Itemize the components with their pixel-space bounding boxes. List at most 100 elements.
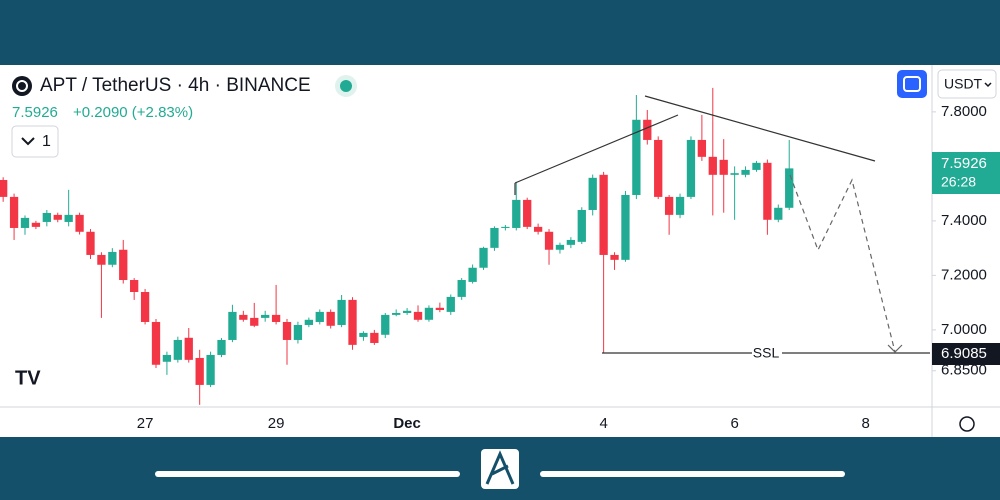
x-tick-label: 4 [599, 415, 607, 432]
candle-body [523, 199, 532, 227]
y-tick-label: 7.2000 [941, 266, 987, 283]
projection-arrow [887, 344, 903, 353]
symbol-title: APT / TetherUS · 4h · BINANCE [40, 75, 311, 96]
candle-body [621, 194, 630, 260]
candle-body [402, 310, 412, 313]
candle-body [686, 139, 696, 197]
candle-body [271, 314, 281, 322]
status-dot [340, 80, 352, 92]
candle-body [304, 319, 313, 325]
candle-body [97, 254, 106, 265]
candle-body [239, 314, 248, 320]
candle-body [697, 139, 707, 157]
tv-logo: TV [15, 367, 41, 389]
trend-line [644, 95, 876, 162]
candle-body [632, 119, 641, 195]
symbol-icon [16, 80, 28, 92]
x-tick-label: Dec [393, 415, 421, 432]
currency-select[interactable] [937, 69, 997, 99]
drawings [514, 95, 930, 354]
candle-body [752, 162, 761, 170]
candle-body [741, 169, 750, 175]
candle-body [140, 292, 150, 322]
ssl-price-box [932, 343, 1000, 365]
ssl-label: SSL [753, 345, 780, 361]
candle-body [184, 337, 193, 360]
candle-body [588, 177, 597, 210]
candle-body [381, 314, 390, 335]
candle-body [643, 119, 652, 140]
chart-panel [0, 65, 1000, 437]
candle-body [730, 173, 739, 175]
price-label-box [932, 152, 1000, 194]
candle-body [577, 209, 586, 242]
candle-body [785, 168, 794, 208]
candle-body [468, 267, 477, 282]
candle-body [86, 231, 95, 255]
ssl-price: 6.9085 [941, 345, 987, 362]
last-value: 7.5926 [12, 104, 58, 121]
candle-body [457, 280, 466, 297]
symbol-icon [12, 76, 32, 96]
plot [0, 87, 794, 405]
candle-body [119, 249, 128, 281]
candle-body [348, 299, 357, 345]
candle-body [370, 332, 379, 343]
candle-body [512, 199, 521, 228]
fullscreen-button[interactable] [897, 70, 927, 98]
candle-body [555, 244, 565, 250]
candle-body [31, 222, 41, 227]
candle-body [206, 354, 215, 385]
chevron [21, 137, 35, 146]
candle-body [250, 317, 259, 326]
candle-body [654, 139, 663, 197]
candle-body [359, 332, 368, 337]
candle-body [75, 214, 84, 232]
candle-body [162, 354, 172, 362]
candle-body [435, 307, 445, 310]
candle-body [42, 212, 51, 222]
candle-body [392, 312, 401, 315]
y-tick-label: 6.8500 [941, 362, 987, 379]
candle-body [217, 339, 226, 355]
brand-logo [485, 450, 515, 485]
trend-line [514, 114, 679, 184]
candle-body [544, 231, 554, 250]
candle-body [533, 226, 543, 232]
candle-body [195, 357, 204, 385]
y-tick-label: 7.4000 [941, 212, 987, 229]
candle-body [282, 321, 292, 340]
settings-icon[interactable] [959, 416, 975, 432]
candle-body [479, 247, 488, 268]
x-tick-label: 29 [268, 415, 285, 432]
candle-body [566, 239, 576, 245]
fullscreen-icon [903, 76, 921, 92]
candle-body [501, 226, 510, 228]
currency: USDT [944, 76, 983, 92]
candle-body [337, 299, 346, 325]
interval-toggle[interactable] [11, 125, 59, 158]
candle-body [774, 207, 783, 220]
candle-body [9, 196, 19, 228]
candle-body [424, 307, 434, 320]
candle-body [293, 324, 303, 340]
candle-body [610, 254, 619, 260]
candle-body [664, 196, 674, 215]
chevron [984, 82, 992, 88]
candle-body [64, 214, 73, 222]
price-label: 7.5926 [941, 155, 987, 172]
candle-body [20, 217, 30, 228]
candle-body [173, 339, 182, 360]
interval-count: 1 [42, 133, 51, 150]
candle-body [130, 280, 139, 293]
candle-body [261, 314, 270, 318]
candle-body [315, 311, 324, 322]
candle-body [151, 321, 161, 365]
x-tick-label: 8 [861, 415, 869, 432]
candle-body [108, 251, 117, 265]
candle-body [413, 311, 423, 320]
candle-body [599, 174, 608, 255]
candle-body [490, 227, 499, 248]
decor-line [155, 471, 460, 477]
